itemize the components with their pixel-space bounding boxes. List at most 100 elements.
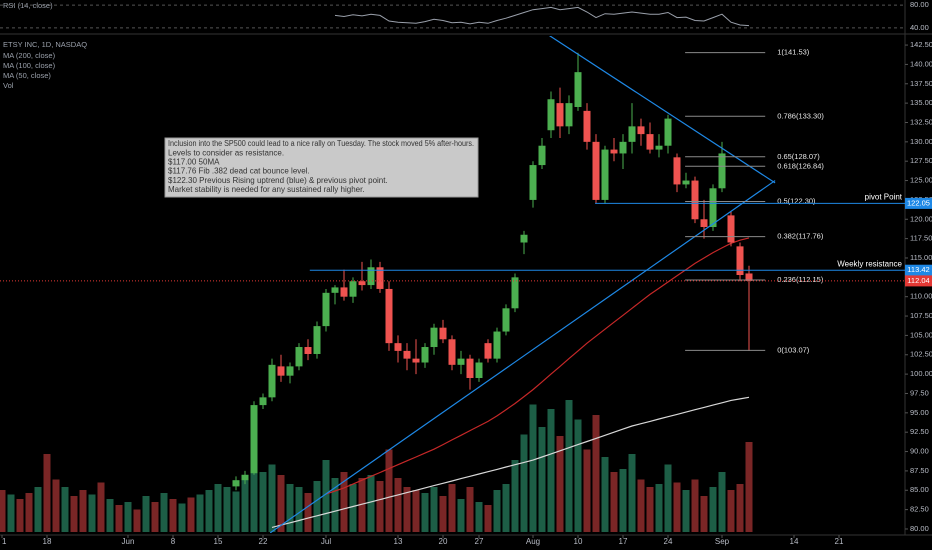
x-tick-label: 14 <box>790 537 799 546</box>
x-tick-label: Jul <box>321 537 331 546</box>
volume-bar <box>358 478 366 532</box>
volume-bar <box>331 478 339 532</box>
volume-bar <box>70 496 78 532</box>
indicator-label: MA (200, close) <box>3 51 56 60</box>
x-tick-label: 21 <box>835 537 844 546</box>
candle-body <box>673 157 681 185</box>
fib-level-label: 0.5(122.30) <box>777 196 816 205</box>
volume-bar <box>0 490 6 532</box>
y-tick-label: 132.50 <box>910 117 932 126</box>
volume-bar <box>727 490 735 532</box>
volume-bar <box>412 490 420 532</box>
candle-body <box>250 405 258 474</box>
candle-body <box>322 292 330 327</box>
annotation-line: Market stability is needed for any susta… <box>168 185 365 194</box>
candle-body <box>412 358 420 363</box>
candle-body <box>646 134 654 150</box>
candle-body <box>484 343 492 359</box>
volume-bar <box>214 484 222 532</box>
y-tick-label: 92.50 <box>910 427 929 436</box>
volume-bar <box>547 409 555 532</box>
candle-body <box>628 126 636 142</box>
candle-body <box>529 165 537 200</box>
y-tick-label: 120.00 <box>910 214 932 223</box>
volume-bar <box>655 484 663 532</box>
volume-bar <box>196 494 204 532</box>
candle-body <box>448 339 456 365</box>
candle-body <box>385 288 393 344</box>
volume-bar <box>430 487 438 532</box>
volume-bar <box>556 436 564 532</box>
volume-bar <box>637 479 645 532</box>
volume-bar <box>529 404 537 532</box>
candle-body <box>745 273 753 281</box>
x-tick-label: 15 <box>214 537 223 546</box>
volume-bar <box>7 494 15 532</box>
x-tick-label: 27 <box>475 537 484 546</box>
candle-body <box>547 99 555 131</box>
candle-body <box>682 180 690 185</box>
volume-bar <box>691 479 699 532</box>
price-tag <box>905 197 932 209</box>
volume-bar <box>349 484 357 532</box>
volume-bar <box>286 484 294 532</box>
price-tag-label: 112.04 <box>907 276 929 285</box>
volume-bar <box>736 484 744 532</box>
volume-bar <box>205 490 213 532</box>
volume-bar <box>619 469 627 532</box>
rsi-layer: RSI (14, close) <box>0 1 905 29</box>
candle-body <box>367 267 375 286</box>
candle-body <box>736 246 744 276</box>
volume-bar <box>574 419 582 532</box>
candle-body <box>610 149 618 154</box>
volume-bar <box>475 502 483 532</box>
volume-bar <box>43 454 51 532</box>
volume-bar <box>565 400 573 532</box>
volume-bar <box>223 487 231 532</box>
trendline <box>269 180 776 533</box>
x-tick-label: 1 <box>2 537 7 546</box>
volume-bar <box>511 460 519 532</box>
candle-body <box>574 72 582 107</box>
candle-body <box>403 350 411 359</box>
volume-bar <box>745 442 753 532</box>
volume-bar <box>421 493 429 532</box>
x-tick-label: 24 <box>664 537 673 546</box>
candle-body <box>475 362 483 378</box>
candle-body <box>637 126 645 135</box>
volume-bar <box>322 460 330 532</box>
candle-body <box>619 141 627 154</box>
candle-body <box>718 153 726 189</box>
candle-body <box>502 308 510 332</box>
volume-bar <box>178 503 186 532</box>
candle-body <box>259 397 267 406</box>
candle-body <box>538 145 546 166</box>
candle-body <box>601 149 609 200</box>
volume-bar <box>277 475 285 532</box>
volume-bar <box>115 505 123 532</box>
candle-body <box>349 281 357 297</box>
volume-bar <box>520 434 528 532</box>
candle-body <box>457 358 465 365</box>
y-tick-label: 105.00 <box>910 330 932 339</box>
volume-bar <box>295 487 303 532</box>
volume-bar <box>718 472 726 532</box>
candle-body <box>331 287 339 293</box>
annotation: Inclusion into the SP500 could lead to a… <box>164 137 479 198</box>
price-tag <box>905 264 932 276</box>
y-tick-label: 80.00 <box>910 524 929 533</box>
volume-bar <box>304 493 312 532</box>
price-line-label: Weekly resistance <box>837 259 902 268</box>
candle-body <box>466 358 474 378</box>
candle-body <box>268 364 276 398</box>
volume-bar <box>403 487 411 532</box>
y-tick-label: 130.00 <box>910 137 932 146</box>
x-tick-label: 13 <box>394 537 403 546</box>
candle-body <box>727 215 735 243</box>
symbol: ETSY INC, 1D, NASDAQ <box>3 40 87 49</box>
volume-bar <box>385 449 393 532</box>
volume-bar <box>250 442 258 532</box>
fib-level-label: 0.236(112.15) <box>777 275 824 284</box>
